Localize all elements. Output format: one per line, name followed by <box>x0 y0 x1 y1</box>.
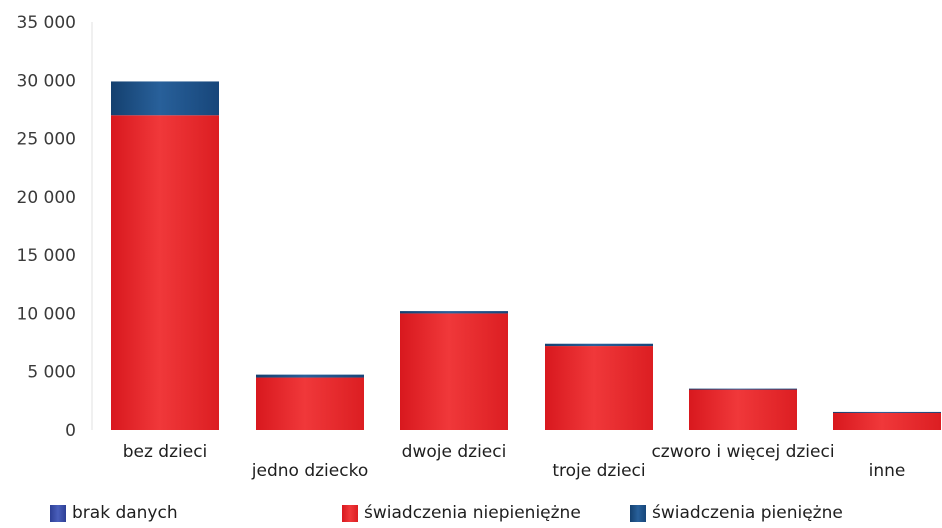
legend-swatch <box>630 504 646 522</box>
bar-segment <box>400 313 508 430</box>
legend-label: świadczenia niepieniężne <box>364 503 581 523</box>
x-tick-label: troje dzieci <box>552 461 645 481</box>
chart: 0 5 000 10 000 15 000 20 000 25 000 30 000 35 0… <box>17 13 941 481</box>
x-tick-label: dwoje dzieci <box>402 442 507 462</box>
bar-segment <box>256 374 364 378</box>
legend-item-swiadczenia-pieniezne: świadczenia pieniężne <box>630 502 843 524</box>
x-tick-label: jedno dziecko <box>251 461 368 481</box>
y-tick-label: 35 000 <box>17 13 76 33</box>
x-tick-label: bez dzieci <box>123 442 208 462</box>
x-tick-label: czworo i więcej dzieci <box>651 442 834 462</box>
bar-segment <box>545 343 653 347</box>
bar-segment <box>111 81 219 116</box>
bar-segment <box>545 346 653 430</box>
legend-item-brak-danych: brak danych <box>50 502 178 524</box>
bar-segment <box>111 115 219 430</box>
y-tick-label: 15 000 <box>17 246 76 266</box>
x-tick-labels: bez dzieci jedno dziecko dwoje dzieci troje… <box>123 442 906 481</box>
y-tick-label: 0 <box>65 421 76 441</box>
y-tick-label: 25 000 <box>17 130 76 150</box>
bar-segment <box>689 388 797 390</box>
bar-segment <box>833 411 941 413</box>
legend-swatch <box>342 504 358 522</box>
bars <box>111 81 941 430</box>
legend-swatch <box>50 504 66 522</box>
y-tick-labels: 0 5 000 10 000 15 000 20 000 25 000 30 000 35 0… <box>17 13 76 441</box>
bar-segment <box>256 377 364 430</box>
bar-segment <box>689 389 797 430</box>
legend-label: brak danych <box>72 503 178 523</box>
bar-segment <box>833 412 941 430</box>
legend-label: świadczenia pieniężne <box>652 503 843 523</box>
y-tick-label: 30 000 <box>17 71 76 91</box>
x-tick-label: inne <box>869 461 906 481</box>
legend-item-swiadczenia-niepieniezne: świadczenia niepieniężne <box>342 502 581 524</box>
y-tick-label: 20 000 <box>17 188 76 208</box>
y-tick-label: 5 000 <box>27 363 76 383</box>
bar-segment <box>400 311 508 314</box>
y-tick-label: 10 000 <box>17 304 76 324</box>
